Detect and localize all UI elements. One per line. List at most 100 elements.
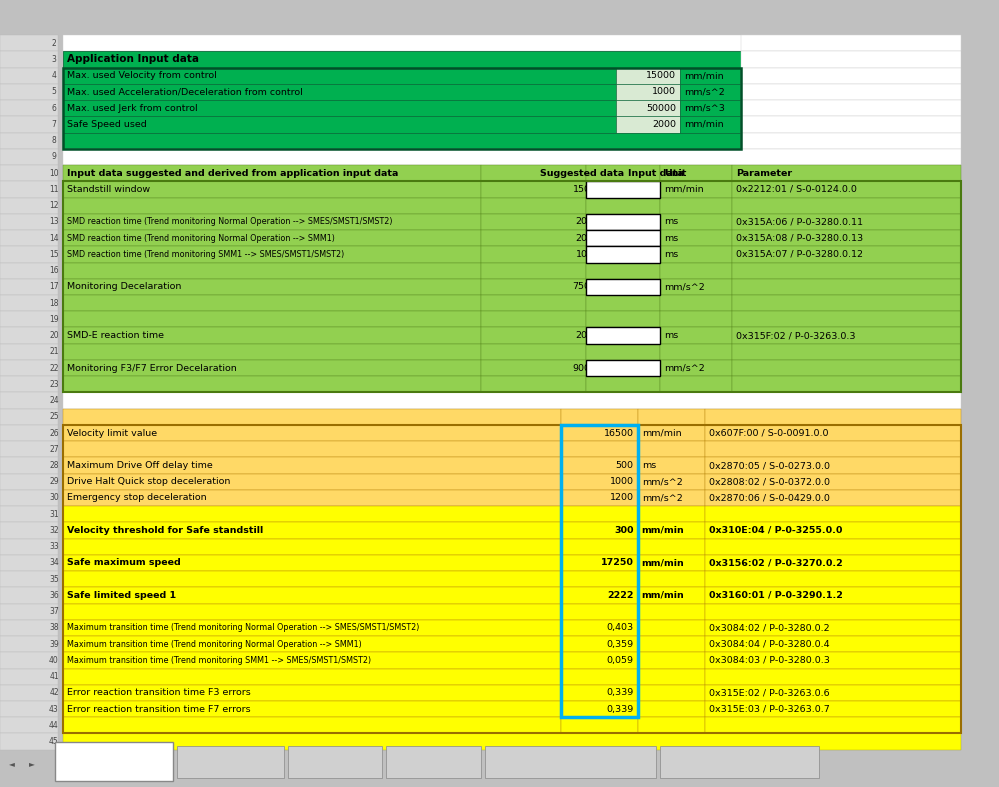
Bar	[637, 701, 705, 717]
Bar	[741, 100, 961, 116]
Text: 16: 16	[49, 266, 59, 275]
Bar	[741, 35, 961, 51]
Bar	[561, 442, 637, 457]
Bar	[0, 408, 58, 425]
Bar	[660, 214, 732, 230]
Text: mm/min: mm/min	[664, 185, 703, 194]
Text: 0,339: 0,339	[606, 704, 633, 714]
Bar	[660, 279, 732, 295]
Bar	[705, 538, 961, 555]
Text: 0x2870:06 / S-0-0429.0.0: 0x2870:06 / S-0-0429.0.0	[709, 493, 830, 502]
Bar	[615, 116, 680, 132]
Text: 26: 26	[49, 429, 59, 438]
Bar	[705, 474, 961, 490]
Text: Application Input data: Application Input data	[67, 54, 199, 65]
Bar	[637, 604, 705, 620]
Bar	[680, 100, 741, 116]
Text: 0x315A:08 / P-0-3280.0.13: 0x315A:08 / P-0-3280.0.13	[736, 234, 863, 242]
Bar	[585, 360, 660, 376]
Text: ►: ►	[29, 759, 35, 768]
Bar	[63, 51, 741, 68]
Text: Max. used Acceleration/Deceleration from control: Max. used Acceleration/Deceleration from…	[67, 87, 303, 97]
Text: Maximum transition time (Trend monitoring SMM1 --> SMES/SMST1/SMST2): Maximum transition time (Trend monitorin…	[67, 656, 371, 665]
Bar	[732, 327, 961, 344]
Bar	[0, 311, 58, 327]
Text: 33: 33	[49, 542, 59, 551]
Text: 11: 11	[49, 185, 59, 194]
Bar	[637, 523, 705, 538]
Bar	[561, 425, 637, 442]
Bar	[660, 165, 732, 181]
Bar	[481, 279, 585, 295]
Bar	[637, 506, 705, 523]
Text: Safe limited speed 1: Safe limited speed 1	[67, 591, 176, 600]
Bar	[0, 35, 58, 51]
Text: 50000: 50000	[646, 104, 676, 113]
Bar	[0, 165, 58, 181]
Text: 0x315E:02 / P-0-3263.0.6: 0x315E:02 / P-0-3263.0.6	[709, 689, 830, 697]
Bar	[63, 733, 961, 750]
Bar	[0, 198, 58, 214]
Bar	[0, 181, 58, 198]
Text: 31: 31	[49, 510, 59, 519]
Bar	[561, 701, 637, 717]
Bar	[660, 746, 819, 778]
Bar	[0, 327, 58, 344]
Text: 0x310E:04 / P-0-3255.0.0: 0x310E:04 / P-0-3255.0.0	[709, 526, 842, 535]
Bar	[63, 295, 481, 311]
Text: 20: 20	[644, 217, 656, 227]
Bar	[660, 311, 732, 327]
Text: mm/min: mm/min	[641, 526, 684, 535]
Text: 27: 27	[49, 445, 59, 454]
Text: Maximum Drive Off delay time: Maximum Drive Off delay time	[67, 461, 213, 470]
Text: Input data: Input data	[628, 168, 684, 178]
Bar	[741, 132, 961, 149]
Bar	[705, 506, 961, 523]
Bar	[63, 344, 481, 360]
Bar	[0, 652, 58, 668]
Bar	[561, 425, 637, 717]
Bar	[660, 360, 732, 376]
Bar	[660, 327, 732, 344]
Bar	[615, 100, 680, 116]
Bar	[63, 701, 561, 717]
Bar	[63, 425, 961, 733]
Bar	[63, 506, 561, 523]
Bar	[481, 214, 585, 230]
Bar	[63, 442, 561, 457]
Text: 35: 35	[49, 575, 59, 584]
Bar	[660, 198, 732, 214]
Text: 32: 32	[49, 526, 59, 535]
Text: Unit: Unit	[664, 168, 686, 178]
Text: 1200: 1200	[609, 493, 633, 502]
Bar	[585, 279, 660, 295]
Text: 37: 37	[49, 608, 59, 616]
Text: ms: ms	[664, 234, 678, 242]
Bar	[615, 68, 680, 84]
Bar	[637, 685, 705, 701]
Text: ms: ms	[664, 331, 678, 340]
Text: mm/s^2: mm/s^2	[641, 493, 682, 502]
Bar	[585, 311, 660, 327]
Bar	[585, 198, 660, 214]
Bar	[481, 181, 585, 198]
Bar	[63, 571, 561, 587]
Bar	[732, 263, 961, 279]
Bar	[0, 246, 58, 263]
Bar	[63, 604, 561, 620]
Bar	[705, 587, 961, 604]
Bar	[481, 295, 585, 311]
Bar	[637, 668, 705, 685]
Text: 15000: 15000	[646, 72, 676, 80]
Bar	[585, 263, 660, 279]
Bar	[585, 327, 660, 344]
Bar	[705, 701, 961, 717]
Text: SMD reaction time (Trend monitoring Normal Operation --> SMM1): SMD reaction time (Trend monitoring Norm…	[67, 234, 335, 242]
Bar	[0, 636, 58, 652]
Bar	[585, 165, 660, 181]
Bar	[63, 263, 481, 279]
Bar	[63, 279, 481, 295]
Text: 21: 21	[49, 347, 59, 357]
Text: 8: 8	[52, 136, 56, 145]
Bar	[0, 51, 58, 68]
